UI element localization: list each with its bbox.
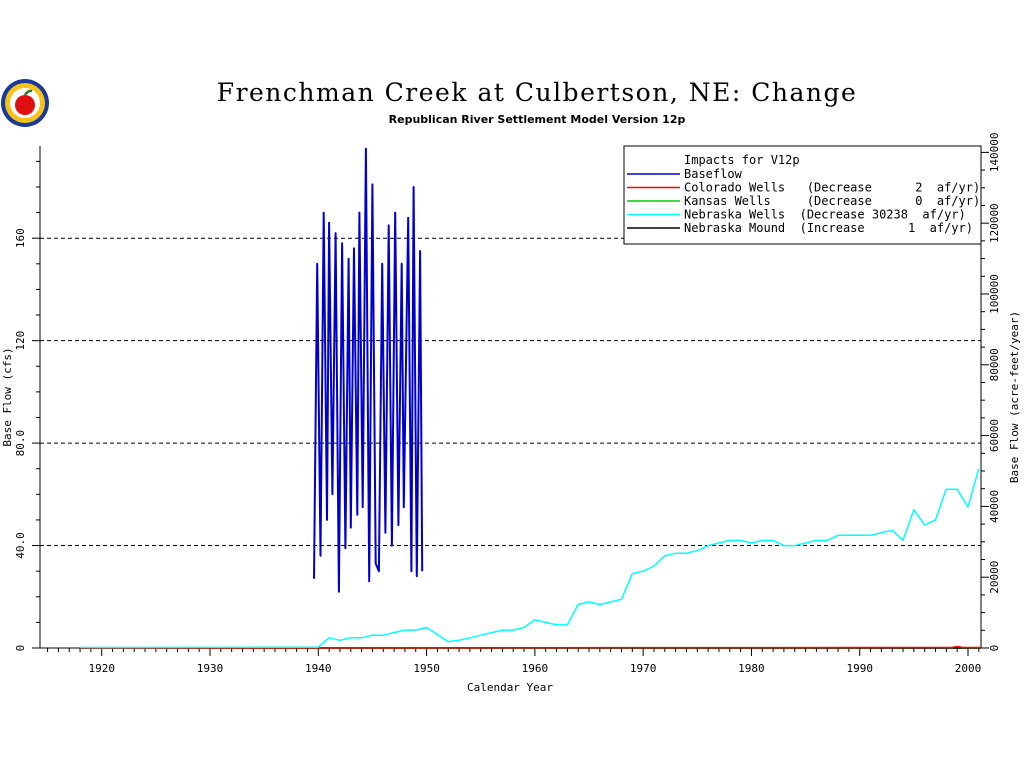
y2-tick-label: 80000	[988, 348, 1001, 381]
series-group	[80, 147, 981, 649]
y2-axis: 0 20000 40000 60000 80000 100000 120000 140000	[981, 132, 1001, 651]
y2-tick-label: 140000	[988, 132, 1001, 172]
y-tick-label: 120	[14, 331, 27, 351]
chart-title: Frenchman Creek at Culbertson, NE: Chang…	[217, 78, 858, 107]
series-line-1	[80, 645, 981, 649]
y2-axis-label: Base Flow (acre-feet/year)	[1008, 311, 1021, 483]
legend-box	[623, 145, 982, 245]
apple-logo-icon	[1, 79, 49, 127]
legend-label: Colorado Wells (Decrease 2 af/yr)	[684, 181, 980, 195]
y-tick-label: 80.0	[14, 430, 27, 457]
x-tick-label: 1930	[197, 662, 224, 675]
y-tick-label: 160	[14, 228, 27, 248]
y2-tick-label: 40000	[988, 490, 1001, 523]
legend-label: Nebraska Mound (Increase 1 af/yr)	[684, 221, 973, 235]
y-tick-label: 0	[14, 645, 27, 652]
chart-subtitle: Republican River Settlement Model Versio…	[389, 113, 686, 126]
x-tick-label: 1970	[630, 662, 657, 675]
series-line-0	[313, 147, 424, 593]
y-axis: 0 40.0 80.0 120 160	[14, 160, 40, 652]
x-tick-label: 1980	[738, 662, 765, 675]
y2-tick-label: 100000	[988, 274, 1001, 314]
legend-title: Impacts for V12p	[684, 153, 800, 167]
x-tick-label: 2000	[955, 662, 982, 675]
y-axis-label: Base Flow (cfs)	[1, 347, 14, 446]
x-tick-label: 1920	[88, 662, 115, 675]
gridlines	[40, 237, 981, 547]
y-tick-label: 40.0	[14, 532, 27, 559]
x-tick-label: 1990	[846, 662, 873, 675]
x-axis: 1920 1930 1940 1950 1960 1970 1980 1990 2000	[47, 648, 982, 675]
y2-tick-label: 120000	[988, 203, 1001, 243]
x-tick-label: 1960	[522, 662, 549, 675]
legend-label: Nebraska Wells (Decrease 30238 af/yr)	[684, 208, 966, 222]
y2-tick-label: 0	[988, 645, 1001, 652]
legend-label: Kansas Wells (Decrease 0 af/yr)	[684, 194, 980, 208]
x-axis-label: Calendar Year	[467, 681, 553, 694]
y2-tick-label: 60000	[988, 419, 1001, 452]
x-tick-label: 1950	[413, 662, 440, 675]
x-tick-label: 1940	[305, 662, 332, 675]
series-line-3	[80, 468, 980, 649]
legend-label: Baseflow	[684, 167, 743, 181]
y2-tick-label: 20000	[988, 561, 1001, 594]
